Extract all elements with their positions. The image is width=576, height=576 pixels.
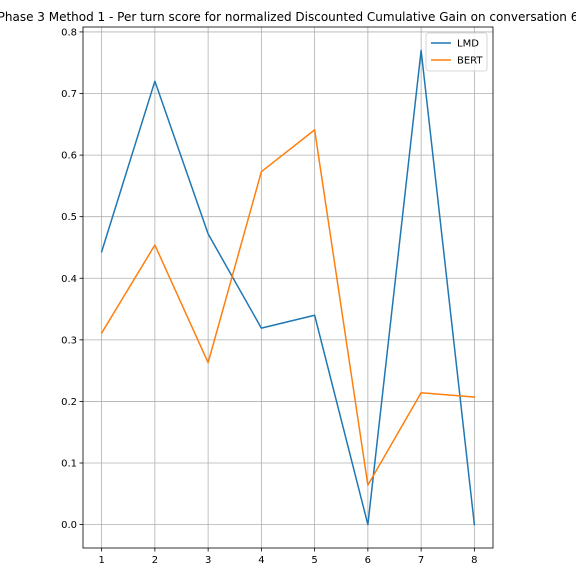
x-tick-label: 7	[418, 555, 424, 566]
x-tick-label: 8	[471, 555, 477, 566]
series-line-lmd	[100, 49, 476, 526]
series-line-bert	[100, 129, 476, 486]
y-tick-label: 0.5	[61, 212, 77, 223]
x-tick-label: 1	[98, 555, 104, 566]
series-layer	[100, 49, 476, 526]
y-tick-label: 0.6	[61, 151, 77, 162]
legend-label-lmd: LMD	[457, 39, 479, 50]
y-tick-label: 0.1	[61, 459, 77, 470]
x-tick-label: 5	[311, 555, 317, 566]
y-tick-label: 0.0	[61, 520, 77, 531]
y-tick-label: 0.4	[61, 274, 77, 285]
y-tick-label: 0.3	[61, 335, 77, 346]
x-tick-label: 3	[205, 555, 211, 566]
x-tick-label: 6	[365, 555, 371, 566]
y-tick-label: 0.8	[61, 27, 77, 38]
plot-frame	[82, 26, 494, 549]
chart-title: Phase 3 Method 1 - Per turn score for no…	[0, 10, 576, 24]
axes: 1 2 3 4 5 6 7 8 0.0 0.1 0.2 0.3 0.4 0.5 0.6 0.7 0.8	[61, 27, 477, 566]
y-tick-label: 0.2	[61, 397, 77, 408]
y-tick-label: 0.7	[61, 89, 77, 100]
x-tick-label: 4	[258, 555, 264, 566]
x-tick-label: 2	[152, 555, 158, 566]
legend-label-bert: BERT	[457, 56, 483, 67]
legend: LMD BERT	[425, 32, 488, 72]
grid	[83, 27, 493, 548]
